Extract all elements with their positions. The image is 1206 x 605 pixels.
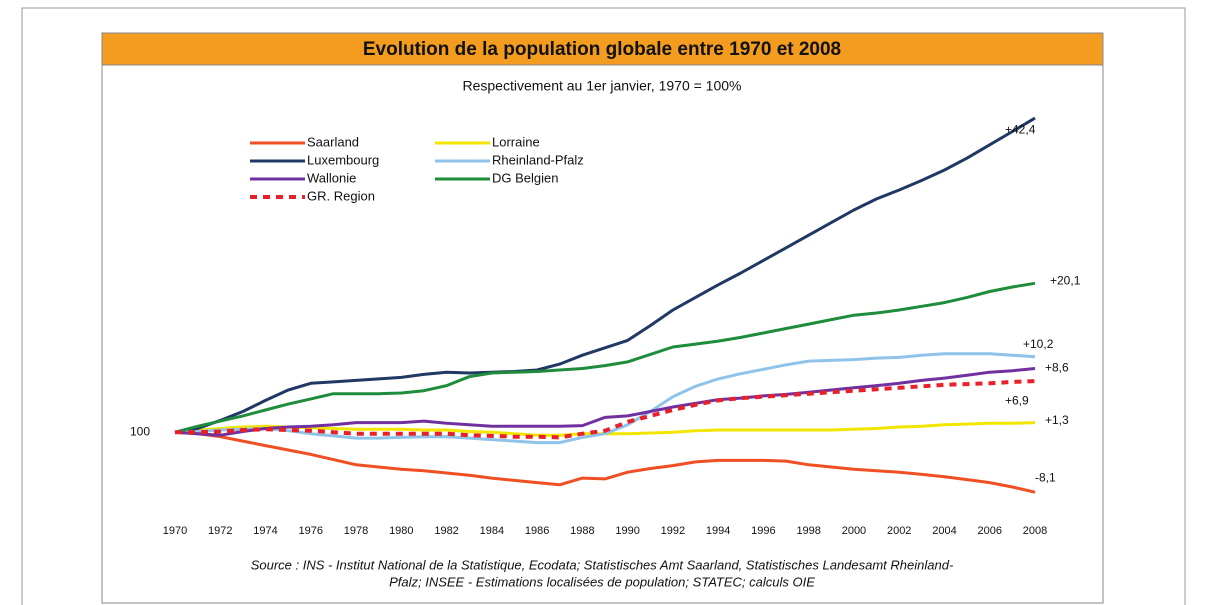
source-note: Source : INS - Institut National de la S… bbox=[251, 557, 954, 572]
x-tick-label: 1984 bbox=[480, 525, 504, 537]
x-tick-label: 1974 bbox=[253, 525, 277, 537]
x-tick-label: 1990 bbox=[615, 525, 639, 537]
x-tick-label: 2002 bbox=[887, 525, 911, 537]
legend-label: Lorraine bbox=[492, 134, 540, 149]
series-line bbox=[174, 281, 1036, 434]
x-tick-label: 1998 bbox=[796, 525, 820, 537]
end-label: +20,1 bbox=[1050, 274, 1081, 288]
x-tick-label: 1986 bbox=[525, 525, 549, 537]
chart-frame bbox=[101, 32, 1104, 604]
x-tick-label: 1994 bbox=[706, 525, 730, 537]
x-tick-label: 2006 bbox=[977, 525, 1001, 537]
legend-label: Rheinland-Pfalz bbox=[492, 152, 584, 167]
legend-label: GR. Region bbox=[307, 188, 375, 203]
chart-subtitle: Respectivement au 1er janvier, 1970 = 10… bbox=[462, 78, 741, 94]
legend-label: Wallonie bbox=[307, 170, 356, 185]
x-tick-label: 1996 bbox=[751, 525, 775, 537]
series-line bbox=[175, 379, 1036, 440]
series-line bbox=[174, 367, 1036, 437]
series-line bbox=[174, 352, 1036, 445]
legend-label: Saarland bbox=[307, 134, 359, 149]
x-tick-label: 2008 bbox=[1023, 525, 1047, 537]
x-tick-label: 1972 bbox=[208, 525, 232, 537]
x-tick-label: 1970 bbox=[163, 525, 187, 537]
x-tick-label: 2004 bbox=[932, 525, 956, 537]
legend-label: DG Belgien bbox=[492, 170, 558, 185]
y-tick-label: 100 bbox=[130, 424, 150, 438]
x-tick-label: 1992 bbox=[661, 525, 685, 537]
x-tick-label: 1988 bbox=[570, 525, 594, 537]
end-label: -8,1 bbox=[1035, 470, 1056, 484]
x-tick-label: 1978 bbox=[344, 525, 368, 537]
x-tick-label: 2000 bbox=[842, 525, 866, 537]
title-bar bbox=[101, 32, 1104, 66]
end-label: +10,2 bbox=[1023, 337, 1054, 351]
chart-title: Evolution de la population globale entre… bbox=[363, 39, 841, 60]
end-label: +1,3 bbox=[1045, 413, 1069, 427]
series-line bbox=[174, 430, 1036, 494]
source-note: Pfalz; INSEE - Estimations localisées de… bbox=[389, 574, 815, 589]
page-frame bbox=[21, 7, 1186, 605]
x-tick-label: 1976 bbox=[299, 525, 323, 537]
x-tick-label: 1982 bbox=[434, 525, 458, 537]
end-label: +42,4 bbox=[1005, 122, 1036, 136]
end-label: +6,9 bbox=[1005, 393, 1029, 407]
end-label: +8,6 bbox=[1045, 361, 1069, 375]
series-line bbox=[174, 116, 1036, 434]
legend-label: Luxembourg bbox=[307, 152, 379, 167]
x-tick-label: 1980 bbox=[389, 525, 413, 537]
